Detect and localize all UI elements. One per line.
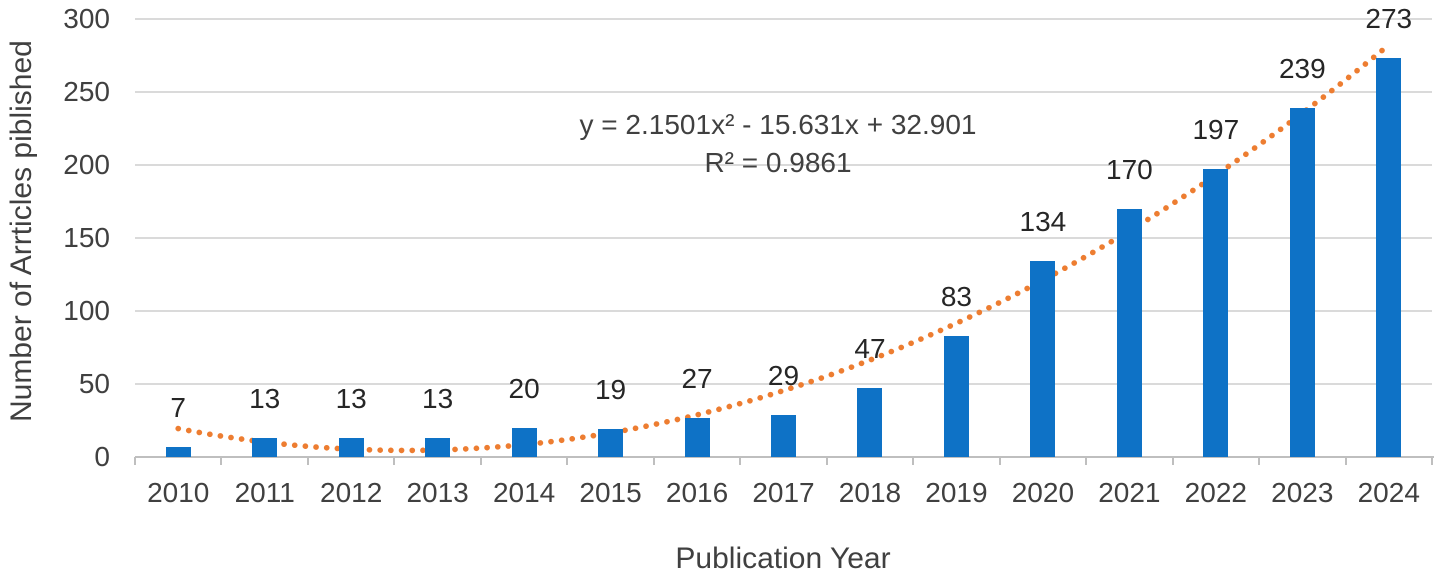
x-axis-tick — [739, 457, 742, 465]
bar-value-label: 239 — [1278, 53, 1326, 85]
x-tick-label: 2010 — [147, 477, 210, 508]
bar-value-label: 170 — [1106, 153, 1153, 185]
bar — [1030, 261, 1056, 457]
x-axis-tick — [1258, 457, 1261, 465]
y-gridline — [135, 164, 1432, 166]
x-axis-title: Publication Year — [675, 542, 891, 575]
y-tick-label: 0 — [94, 441, 110, 472]
bar — [1376, 58, 1402, 457]
y-gridline — [135, 237, 1432, 239]
x-tick-label: 2011 — [234, 477, 295, 508]
y-gridline — [135, 310, 1432, 312]
bar — [1203, 169, 1229, 457]
x-axis-tick — [1085, 457, 1088, 465]
x-tick-label: 2014 — [492, 477, 556, 508]
y-gridline — [135, 18, 1432, 20]
x-axis-tick — [220, 457, 223, 465]
y-gridline — [135, 383, 1432, 385]
x-tick-label: 2017 — [752, 477, 815, 508]
x-axis-tick — [1171, 457, 1174, 465]
x-axis-tick — [479, 457, 482, 465]
x-axis-tick — [1344, 457, 1347, 465]
bar — [771, 414, 796, 457]
trendline-dotted-curve — [175, 42, 1392, 454]
x-tick-label: 2022 — [1184, 477, 1247, 508]
bar-value-label: 273 — [1365, 3, 1413, 35]
x-axis-tick — [306, 457, 309, 465]
y-tick-label: 50 — [78, 368, 110, 399]
x-tick-label: 2013 — [406, 477, 469, 508]
x-tick-label: 2016 — [665, 477, 729, 508]
equation-text: y = 2.1501x² - 15.631x + 32.901 — [579, 109, 977, 140]
x-axis-tick — [1431, 457, 1433, 465]
bar — [165, 446, 191, 457]
x-tick-label: 2019 — [925, 477, 988, 508]
bar — [1116, 208, 1142, 457]
y-tick-label: 300 — [63, 3, 110, 34]
bar-value-label: 47 — [854, 333, 886, 365]
bar — [598, 429, 624, 457]
x-axis-line — [135, 456, 1434, 458]
trendline-equation: y = 2.1501x² - 15.631x + 32.901 R² = 0.9… — [580, 106, 977, 182]
y-tick-label: 150 — [63, 222, 110, 253]
bar — [252, 438, 278, 457]
trendline-path — [175, 42, 1392, 454]
r-squared-text: R² = 0.9861 — [704, 147, 852, 178]
y-gridline — [135, 91, 1432, 93]
bar-value-label: 13 — [249, 383, 281, 415]
x-tick-label: 2020 — [1011, 477, 1075, 508]
x-axis-tick — [134, 457, 136, 465]
bar — [857, 388, 883, 457]
bar-value-label: 7 — [170, 391, 186, 423]
x-tick-label: 2015 — [579, 477, 642, 508]
x-tick-label: 2021 — [1098, 477, 1161, 508]
bar-value-label: 83 — [940, 280, 972, 312]
bar — [511, 427, 537, 457]
bar-value-label: 20 — [508, 372, 540, 404]
x-axis-tick — [998, 457, 1001, 465]
bar — [1289, 108, 1315, 457]
x-tick-label: 2023 — [1271, 477, 1334, 508]
x-tick-label: 2024 — [1357, 477, 1420, 508]
x-axis-tick — [825, 457, 828, 465]
x-tick-label: 2018 — [838, 477, 902, 508]
y-tick-label: 100 — [63, 295, 110, 326]
x-axis-tick — [912, 457, 915, 465]
x-tick-label: 2012 — [320, 477, 383, 508]
bar-value-label: 197 — [1192, 114, 1240, 146]
bar — [684, 417, 710, 457]
bar — [338, 438, 364, 457]
bar-value-label: 29 — [767, 359, 800, 391]
bar-value-label: 13 — [422, 383, 454, 415]
y-tick-label: 250 — [63, 76, 110, 107]
bar-value-label: 19 — [594, 374, 627, 406]
y-tick-label: 200 — [63, 149, 110, 180]
bar-value-label: 27 — [681, 362, 713, 394]
bar — [425, 438, 451, 457]
x-axis-tick — [393, 457, 396, 465]
x-axis-tick — [566, 457, 569, 465]
x-axis-tick — [652, 457, 655, 465]
bar — [943, 335, 969, 457]
bar-value-label: 13 — [335, 383, 367, 415]
bar-value-label: 134 — [1019, 206, 1067, 238]
